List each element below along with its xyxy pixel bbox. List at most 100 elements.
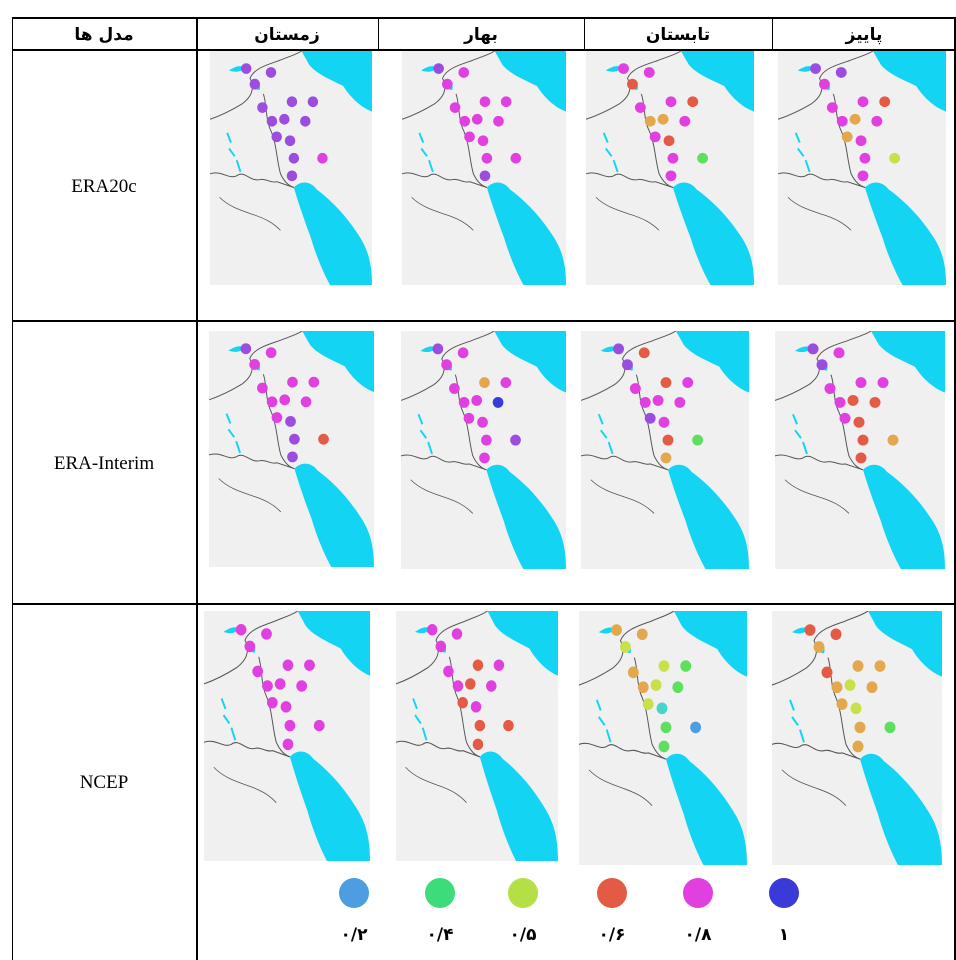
station-dot [692,434,704,446]
border-south [396,740,481,758]
border-arabia [590,479,655,514]
station-dot [853,416,865,428]
station-dot [472,738,484,751]
border-north [396,611,488,685]
station-dot [611,624,622,636]
station-dot [441,359,452,371]
legend-label-1: ۱ [778,925,790,945]
persian-gulf [294,463,374,567]
table-left-border [12,17,13,960]
station-dot [662,434,674,446]
header-bottom-border [12,49,956,51]
station-dot [656,702,668,715]
station-dot [464,131,475,143]
station-dot [819,78,830,90]
border-arabia [410,479,474,514]
station-dot [451,628,463,640]
border-south [586,172,674,188]
persian-gulf [665,753,747,865]
results-table: مدل ها زمستان بهار تابستان پاییز ERA20c … [12,17,956,960]
persian-gulf [486,182,566,285]
border-iraq-iran [827,657,861,760]
lakes [220,698,237,741]
station-dot [658,416,670,428]
station-dot [834,396,846,408]
persian-gulf [289,751,370,861]
station-dot [638,347,650,359]
station-dot [642,698,654,710]
station-dot [687,96,699,108]
border-north [402,51,495,120]
caspian-sea [673,611,747,677]
station-dot [266,396,278,408]
station-dot [503,719,514,732]
station-dot [471,113,483,125]
station-dot [282,659,294,671]
station-dot [816,359,828,371]
station-dot [288,152,300,164]
lake-van [598,627,615,634]
station-dot [674,396,686,408]
border-iraq-iran [830,374,864,471]
station-dot [636,628,648,641]
station-dot [500,377,512,389]
station-dot [477,416,488,428]
station-dot [257,382,268,394]
station-dot [465,678,476,690]
row-2-bottom-border [12,603,956,605]
station-dot [477,135,489,147]
station-dot [266,115,278,127]
border-south [775,454,864,471]
station-dot [435,640,447,653]
station-dot [618,63,629,74]
header-autumn: پاییز [845,24,883,45]
legend-swatch-0-5 [508,878,538,908]
border-iraq-iran [455,93,488,188]
station-dot [240,343,252,355]
map-erainterim-spring [401,331,566,569]
station-dot [663,135,675,147]
station-dot [836,698,848,710]
caspian-sea [868,611,942,677]
station-dot [457,347,469,359]
station-dot [493,659,505,671]
persian-gulf [863,464,945,569]
border-south [402,172,488,188]
header-divider-3 [772,17,773,51]
station-dot [634,102,646,113]
station-dot [280,701,292,713]
station-dot [510,434,521,446]
station-dot [650,679,662,691]
station-dot [265,67,277,78]
persian-gulf [486,464,566,569]
map-era20c-spring [402,51,566,285]
station-dot [282,738,294,751]
header-winter: زمستان [254,24,320,45]
station-dot [287,376,298,388]
station-dot [839,412,851,424]
station-dot [807,343,819,355]
station-dot [879,96,891,108]
border-south [209,453,295,470]
border-arabia [781,769,847,807]
station-dot [844,679,856,691]
station-dot [463,412,475,424]
station-dot [826,102,838,113]
lakes [602,132,619,173]
border-iraq-iran [635,374,669,471]
border-arabia [784,479,850,514]
border-iraq-iran [832,93,866,188]
border-north [209,331,303,401]
border-south [401,454,487,471]
station-dot [271,131,282,143]
station-dot [261,628,272,640]
lakes [597,413,614,455]
station-dot [855,452,867,464]
map-ncep-autumn [772,611,942,865]
border-north [581,331,677,401]
station-dot [286,96,298,108]
border-iraq-iran [262,93,295,188]
border-arabia [218,478,282,513]
station-dot [459,115,471,127]
border-north [775,331,872,401]
